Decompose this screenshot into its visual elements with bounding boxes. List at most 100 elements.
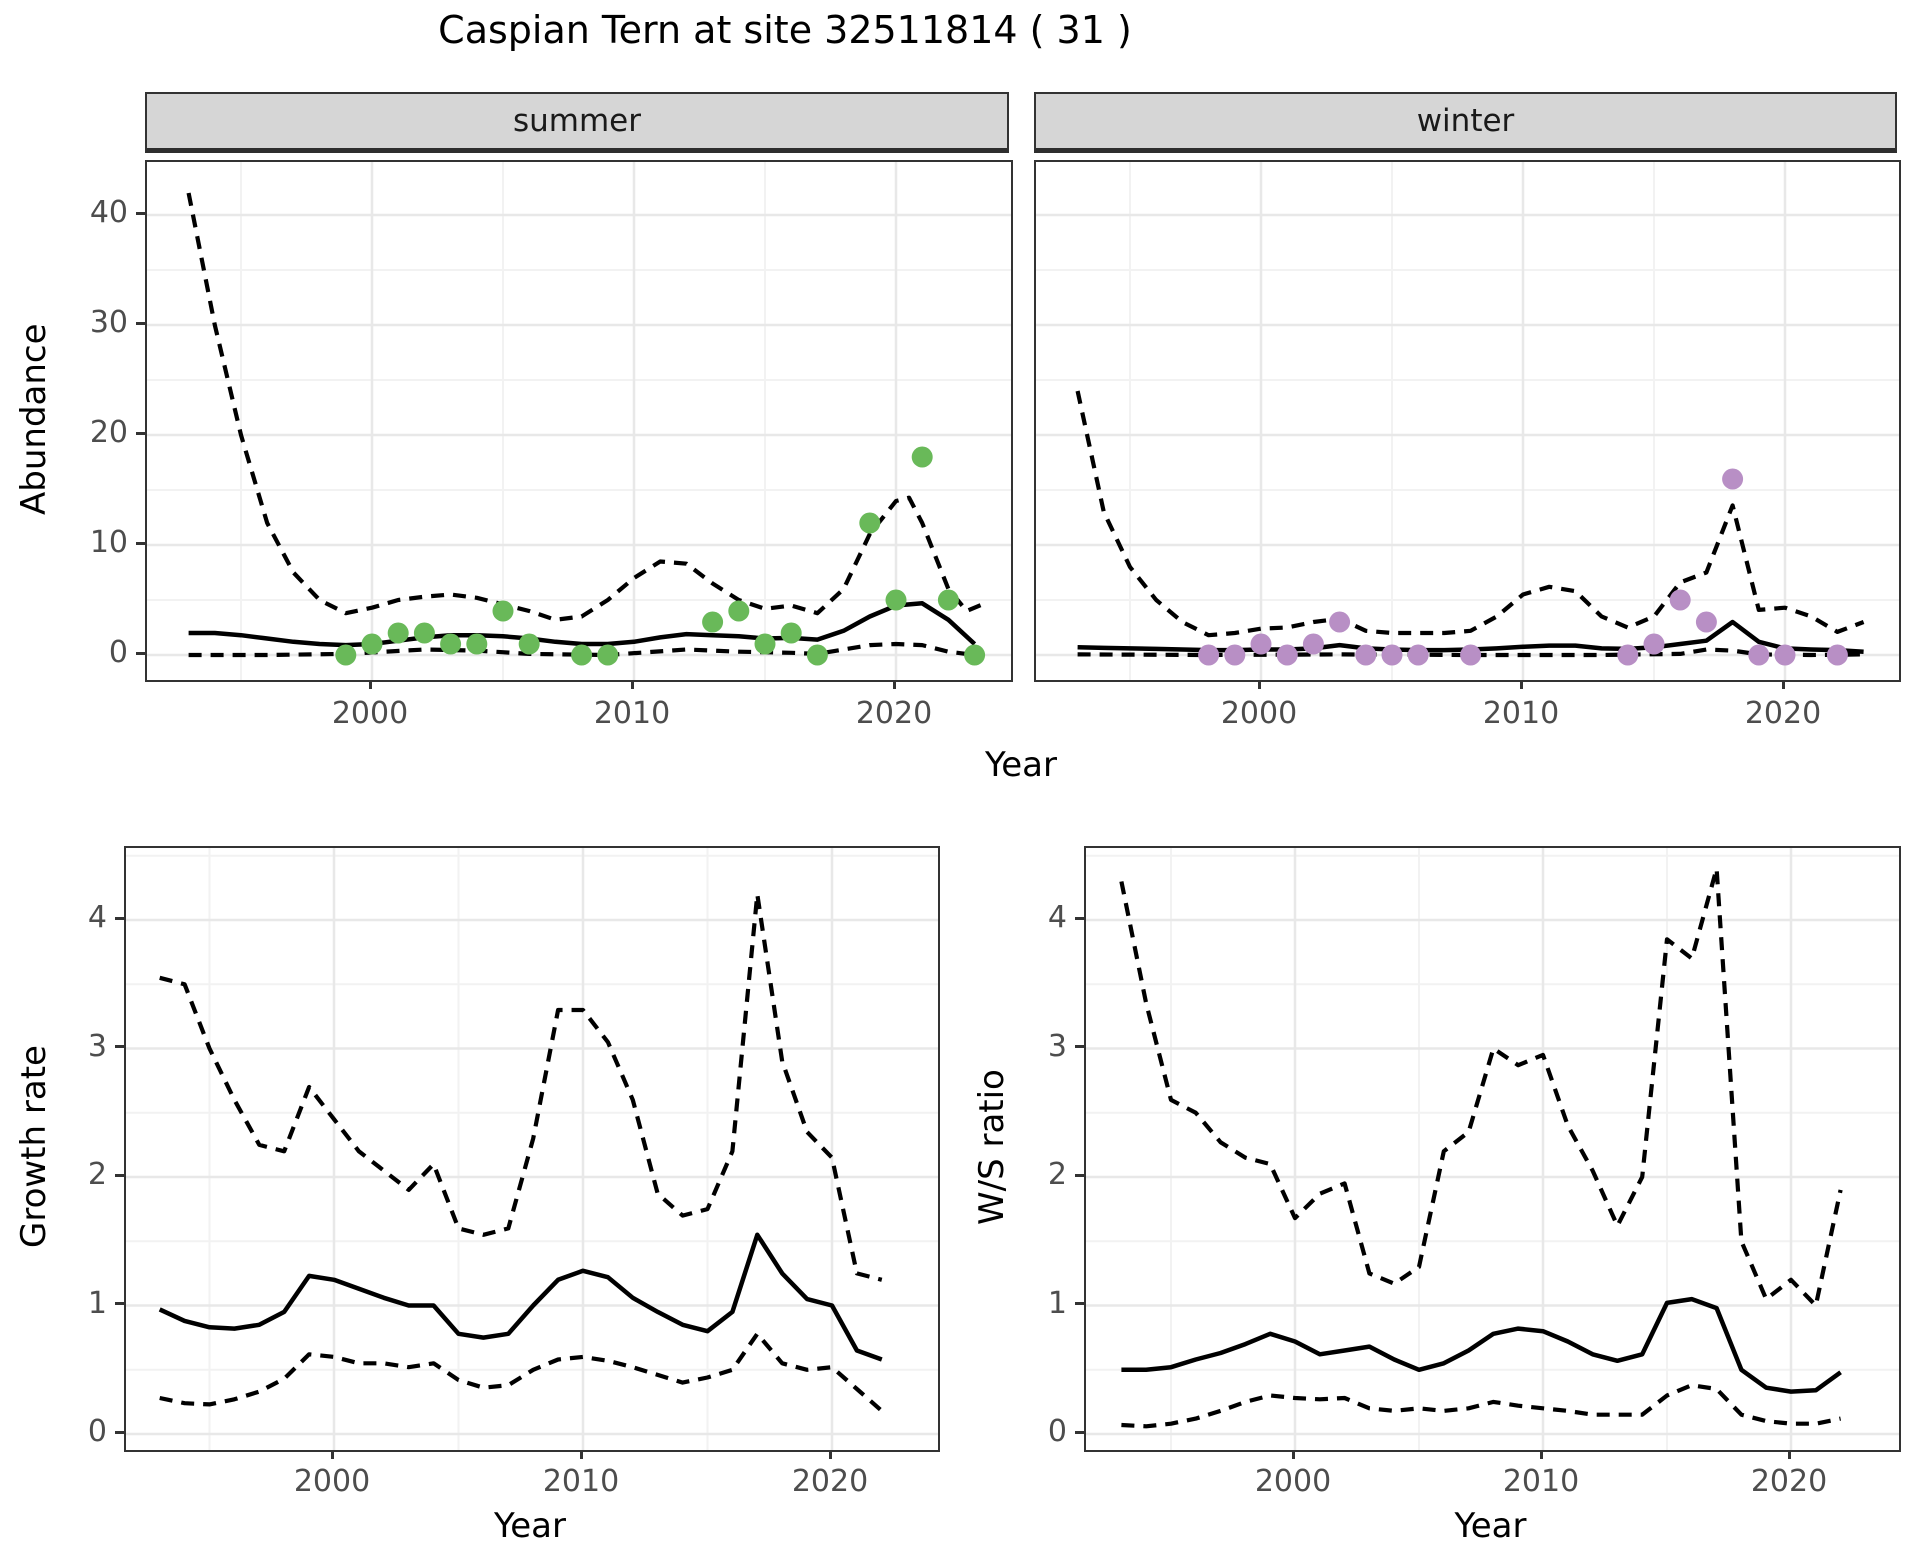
summer-abundance-panel (145, 160, 1013, 682)
winter-observation-point (1329, 611, 1351, 633)
x-tick-label: 2020 (1750, 1464, 1828, 1499)
summer-observation-point (597, 644, 619, 666)
x-tick-mark (1291, 1450, 1295, 1459)
x-axis-title-year-growth: Year (494, 1506, 566, 1546)
summer-observation-point (413, 622, 435, 644)
ws-mean-line (1121, 1296, 1842, 1394)
x-tick-label: 2010 (1502, 1464, 1580, 1499)
facet-strip-winter-label: winter (1416, 103, 1515, 139)
winter-observation-point (1460, 644, 1482, 666)
summer-observation-point (440, 633, 462, 655)
facet-strip-winter: winter (1034, 92, 1897, 153)
summer-observation-point (361, 633, 383, 655)
x-tick-mark (1787, 1450, 1791, 1459)
growth-upper_95ci-line (159, 892, 883, 1282)
y-tick-label: 3 (87, 1028, 107, 1064)
y-tick-label: 3 (1047, 1028, 1067, 1064)
winter-observation-point (1617, 644, 1639, 666)
summer-observation-point (859, 512, 881, 534)
summer-lower_95ci-line (188, 641, 975, 658)
winter-upper_95ci-line (1075, 390, 1865, 638)
summer-observation-point (571, 644, 593, 666)
x-tick-label: 2020 (791, 1464, 869, 1499)
x-tick-mark (1781, 680, 1785, 689)
x-tick-mark (1519, 680, 1523, 689)
y-axis-title-ws-ratio: W/S ratio (972, 1069, 1012, 1225)
y-tick-label: 40 (89, 195, 128, 230)
figure-title: Caspian Tern at site 32511814 ( 31 ) (438, 8, 1132, 52)
summer-upper_95ci-line (186, 192, 984, 622)
y-tick-label: 0 (1047, 1414, 1067, 1449)
y-tick-mark (136, 541, 145, 545)
facet-strip-summer-label: summer (512, 103, 641, 139)
y-tick-mark (115, 1302, 124, 1305)
growth-rate-panel (124, 846, 940, 1452)
y-tick-mark (136, 651, 145, 655)
x-axis-title-year-top: Year (985, 745, 1057, 785)
y-tick-mark (136, 211, 145, 215)
ws-ratio-panel (1084, 846, 1901, 1452)
winter-abundance-panel (1034, 160, 1901, 682)
winter-observation-point (1774, 644, 1796, 666)
x-tick-label: 2000 (293, 1464, 371, 1499)
summer-observation-point (492, 600, 514, 622)
y-tick-mark (115, 1430, 124, 1434)
y-tick-label: 10 (89, 525, 128, 560)
x-tick-label: 2010 (593, 696, 671, 731)
winter-observation-point (1722, 468, 1744, 490)
winter-observation-point (1198, 644, 1220, 666)
y-tick-label: 0 (108, 635, 128, 670)
y-tick-mark (1075, 1173, 1084, 1177)
x-tick-label: 2000 (331, 696, 409, 731)
y-axis-title-growth-rate: Growth rate (14, 1045, 54, 1249)
x-tick-mark (330, 1450, 334, 1459)
summer-observation-point (466, 633, 488, 655)
winter-lower_95ci-line (1077, 647, 1864, 658)
summer-observation-point (806, 644, 828, 666)
y-tick-label: 1 (1047, 1285, 1067, 1321)
summer-observation-point (937, 589, 959, 611)
y-tick-mark (1075, 1045, 1084, 1048)
y-tick-mark (1075, 1302, 1084, 1305)
y-tick-mark (115, 1173, 124, 1177)
x-axis-title-year-ws: Year (1454, 1506, 1527, 1546)
facet-strip-summer: summer (145, 92, 1009, 153)
summer-observation-point (387, 622, 409, 644)
summer-observation-point (780, 622, 802, 644)
summer-observation-point (911, 446, 933, 468)
winter-observation-point (1407, 644, 1429, 666)
winter-observation-point (1381, 644, 1403, 666)
y-tick-label: 1 (87, 1285, 107, 1321)
summer-observation-point (754, 633, 776, 655)
y-tick-label: 4 (87, 900, 107, 935)
summer-observation-point (964, 644, 986, 666)
summer-observation-point (335, 644, 357, 666)
y-tick-label: 4 (1047, 900, 1067, 935)
winter-observation-point (1695, 611, 1717, 633)
y-tick-label: 0 (87, 1414, 107, 1449)
growth-lower_95ci-line (159, 1331, 884, 1413)
winter-observation-point (1355, 644, 1377, 666)
y-tick-label: 2 (87, 1157, 107, 1192)
winter-observation-point (1643, 633, 1665, 655)
y-tick-mark (1075, 1430, 1084, 1434)
x-tick-mark (828, 1450, 832, 1459)
winter-observation-point (1224, 644, 1246, 666)
y-tick-mark (136, 431, 145, 435)
x-tick-mark (630, 680, 634, 689)
summer-observation-point (518, 633, 540, 655)
y-tick-mark (115, 1045, 124, 1048)
x-tick-mark (1539, 1450, 1543, 1459)
winter-observation-point (1250, 633, 1272, 655)
y-tick-mark (115, 916, 124, 920)
x-tick-mark (579, 1450, 583, 1459)
summer-observation-point (885, 589, 907, 611)
summer-observation-point (728, 600, 750, 622)
x-tick-mark (1257, 680, 1261, 689)
y-tick-mark (136, 321, 145, 325)
summer-observation-point (702, 611, 724, 633)
x-tick-label: 2000 (1254, 1464, 1332, 1499)
growth-mean-line (158, 1232, 883, 1362)
y-tick-mark (1075, 916, 1084, 920)
